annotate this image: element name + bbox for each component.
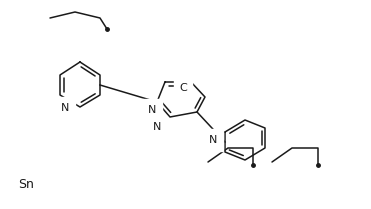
Text: N: N (148, 105, 156, 115)
Text: N: N (209, 135, 217, 145)
Text: N: N (153, 122, 161, 132)
Text: Sn: Sn (18, 178, 34, 191)
Text: C: C (179, 83, 187, 93)
Text: N: N (61, 103, 69, 113)
